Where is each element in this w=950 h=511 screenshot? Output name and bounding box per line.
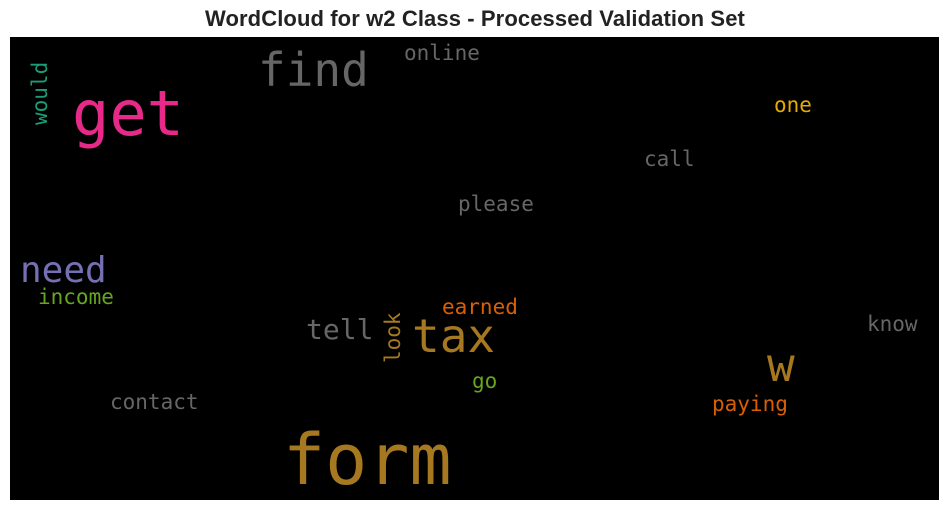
word-contact: contact [110,390,199,414]
word-tell: tell [306,313,374,346]
word-would: would [28,61,52,125]
word-form: form [283,419,452,500]
word-earned: earned [442,295,518,319]
word-online: online [404,41,480,65]
word-please: please [458,192,534,216]
wordcloud-canvas: form get tax find w need tell online would one cal… [10,37,939,500]
word-look: look [381,312,405,363]
word-get: get [72,77,184,150]
word-w: w [767,338,795,392]
word-know: know [867,312,918,336]
word-one: one [774,93,812,117]
word-find: find [258,43,369,97]
word-tax: tax [412,309,496,363]
word-call: call [644,147,695,171]
chart-title: WordCloud for w2 Class - Processed Valid… [205,6,745,31]
word-go: go [472,369,498,393]
word-paying: paying [712,392,788,416]
word-income: income [38,285,114,309]
word-need: need [20,250,107,291]
